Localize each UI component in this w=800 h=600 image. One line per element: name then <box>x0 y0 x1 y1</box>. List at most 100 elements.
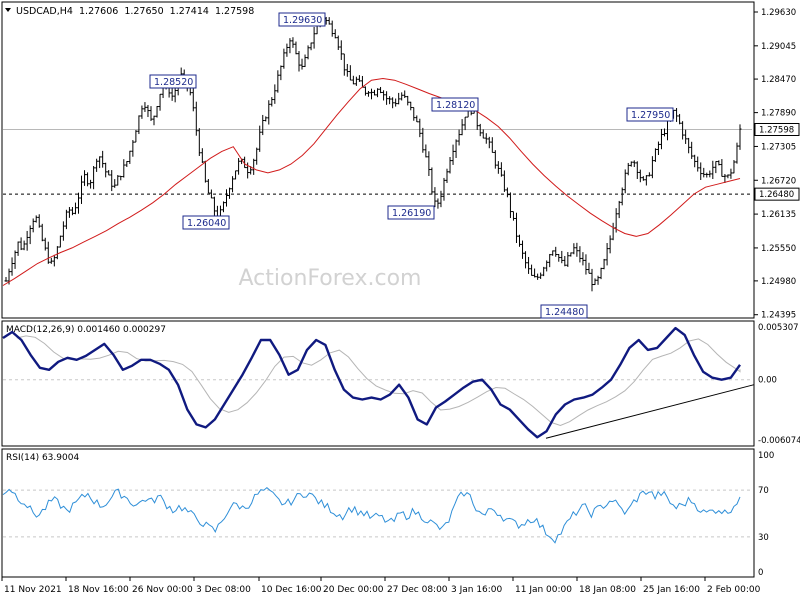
dropdown-arrow-icon[interactable] <box>5 8 11 12</box>
time-tick-label: 3 Dec 08:00 <box>196 585 251 595</box>
candle-bar <box>191 87 195 112</box>
moving-average-line <box>2 77 741 286</box>
candle-bar <box>40 223 44 242</box>
swing-label-high: 1.28120 <box>431 97 479 112</box>
candle-bar <box>705 172 709 178</box>
candle-bar <box>545 260 549 272</box>
candle-bar <box>638 169 642 183</box>
candle-bar <box>457 129 461 146</box>
candle-bar <box>351 75 355 85</box>
candle-bar <box>720 159 724 177</box>
candle-bar <box>125 160 129 167</box>
candle-bar <box>502 170 506 192</box>
candle-bar <box>288 38 292 54</box>
candle-bar <box>25 230 29 251</box>
candle-bar <box>433 187 437 208</box>
candle-bar <box>70 207 74 216</box>
time-tick-label: 3 Jan 16:00 <box>451 585 503 595</box>
candle-bar <box>557 253 561 262</box>
symbol-timeframe: USDCAD,H4 <box>16 6 73 17</box>
time-tick-label: 18 Nov 16:00 <box>68 585 129 595</box>
candle-bar <box>726 174 730 179</box>
time-axis: 11 Nov 2021 18 Nov 16:00 26 Nov 00:00 3 Dec… <box>1 577 761 595</box>
candle-bar <box>539 272 543 279</box>
time-tick-label: 11 Jan 00:00 <box>515 585 572 595</box>
candle-bar <box>264 116 268 122</box>
candle-bar <box>37 214 41 228</box>
candle-bar <box>427 151 431 176</box>
watermark: ActionForex.com <box>239 266 422 291</box>
macd-tick-label: 0.00 <box>758 376 777 386</box>
candle-bar <box>252 158 256 175</box>
candle-bar <box>527 256 531 274</box>
candle-bar <box>312 26 316 49</box>
swing-label-box <box>278 12 326 27</box>
macd-lines <box>2 326 755 439</box>
candle-bar <box>258 125 262 152</box>
candle-bar <box>279 65 283 81</box>
candle-bar <box>149 106 153 121</box>
candle-bar <box>536 273 540 280</box>
candle-bar <box>212 196 216 216</box>
candle-bar <box>306 45 310 60</box>
candle-bar <box>300 58 304 70</box>
candle-bar <box>55 246 59 260</box>
swing-labels: 1.28520 1.26040 1.29630 1.26190 1.28120 1.244… <box>149 12 674 319</box>
price-tick-label: 1.26720 <box>761 176 796 186</box>
candle-bar <box>430 167 434 195</box>
candle-bar <box>67 207 71 218</box>
price-tick-label: 1.27305 <box>761 142 796 152</box>
candle-bar <box>209 189 213 199</box>
price-gridlines <box>3 128 752 195</box>
candle-bar <box>442 177 446 201</box>
swing-label-text: 1.24480 <box>545 307 584 318</box>
candle-bar <box>614 208 618 233</box>
candle-bar <box>714 161 718 174</box>
candle-bar <box>481 129 485 139</box>
candle-bar <box>418 118 422 138</box>
swing-label-high: 1.29630 <box>278 12 326 27</box>
price-tick-label: 1.25550 <box>761 244 796 254</box>
candle-bar <box>285 43 289 57</box>
price-candles <box>4 16 742 292</box>
candle-bar <box>533 268 537 278</box>
candle-bar <box>282 48 286 69</box>
candle-bar <box>454 139 458 158</box>
time-tick-label: 2 Feb 00:00 <box>707 585 761 595</box>
candle-bar <box>13 250 17 269</box>
candle-bar <box>596 275 600 285</box>
candle-bar <box>675 107 679 122</box>
swing-label-text: 1.28520 <box>154 77 193 88</box>
candle-bar <box>46 241 50 264</box>
candle-bar <box>445 168 449 183</box>
support-price-box <box>754 187 800 201</box>
candle-bar <box>439 190 443 208</box>
macd-trendline <box>545 384 755 439</box>
candle-bar <box>578 246 582 263</box>
candle-bar <box>511 211 515 221</box>
time-tick-label: 10 Dec 16:00 <box>261 585 322 595</box>
candle-bar <box>729 168 733 179</box>
ohlc-open: 1.27606 <box>79 6 118 17</box>
candle-bar <box>717 160 721 166</box>
swing-label-text: 1.28120 <box>436 100 475 111</box>
candle-bar <box>52 254 56 267</box>
candle-bar <box>206 179 210 194</box>
macd-tick-label: -0.006074 <box>758 436 800 446</box>
candle-bar <box>273 84 277 104</box>
candle-bar <box>400 92 404 101</box>
candle-bar <box>490 137 494 153</box>
candle-bar <box>76 192 80 214</box>
macd-main-line <box>2 326 741 439</box>
candle-bar <box>267 100 271 125</box>
candle-bar <box>131 140 135 157</box>
candle-bar <box>146 104 150 118</box>
candle-bar <box>708 170 712 178</box>
candle-bar <box>551 250 555 256</box>
candle-bar <box>587 262 591 274</box>
candle-bar <box>421 127 425 153</box>
candle-bar <box>382 90 386 101</box>
candle-bar <box>653 148 657 162</box>
candle-bar <box>107 170 111 176</box>
